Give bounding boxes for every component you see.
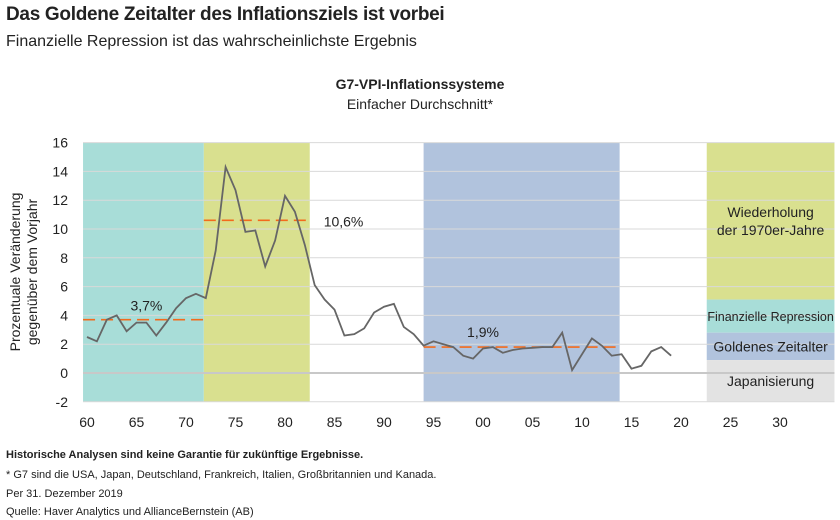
chart-title: G7-VPI-Inflationssysteme: [335, 76, 505, 92]
date-note: Per 31. Dezember 2019: [6, 488, 123, 500]
x-tick-label: 90: [376, 414, 392, 430]
x-tick-label: 10: [574, 414, 590, 430]
average-label: 1,9%: [467, 324, 499, 340]
page-subtitle: Finanzielle Repression ist das wahrschei…: [6, 33, 417, 50]
y-tick-label: 0: [60, 365, 68, 381]
x-tick-label: 85: [327, 414, 343, 430]
chart-subtitle: Einfacher Durchschnitt*: [346, 96, 494, 112]
scenario-band: [706, 299, 835, 333]
source-note: Quelle: Haver Analytics und AllianceBern…: [6, 506, 254, 518]
disclaimer: Historische Analysen sind keine Garantie…: [6, 449, 364, 461]
y-axis-label-line: Prozentuale Veränderung: [7, 193, 23, 352]
x-tick-label: 30: [772, 414, 788, 430]
x-tick-label: 70: [178, 414, 194, 430]
x-tick-label: 05: [525, 414, 541, 430]
average-label: 10,6%: [324, 213, 364, 229]
regime-band: [423, 142, 620, 402]
y-axis-label: Prozentuale Veränderunggegenüber dem Vor…: [7, 193, 40, 352]
x-tick-label: 80: [277, 414, 293, 430]
x-tick-label: 15: [624, 414, 640, 430]
y-tick-label: -2: [56, 394, 69, 410]
x-tick-label: 00: [475, 414, 491, 430]
scenario-label: der 1970er-Jahre: [717, 222, 825, 238]
scenario-band: [706, 360, 835, 402]
scenario-band: [706, 332, 835, 361]
page-title: Das Goldene Zeitalter des Inflationsziel…: [6, 4, 445, 25]
regime-band: [83, 142, 204, 402]
x-tick-label: 95: [426, 414, 442, 430]
x-tick-label: 20: [673, 414, 689, 430]
scenario-band: [706, 142, 835, 300]
y-tick-label: 4: [60, 307, 68, 323]
x-tick-label: 25: [723, 414, 739, 430]
inflation-line: [86, 163, 672, 373]
scenario-label: Finanzielle Repression: [707, 310, 834, 324]
scenario-label: Japanisierung: [727, 373, 814, 389]
x-tick-label: 65: [129, 414, 145, 430]
x-tick-label: 75: [228, 414, 244, 430]
y-tick-label: 14: [52, 163, 68, 179]
y-tick-label: 6: [60, 279, 68, 295]
average-label: 3,7%: [130, 298, 162, 314]
scenario-label: Wiederholung: [727, 204, 813, 220]
y-tick-label: 16: [52, 135, 68, 151]
y-tick-label: 8: [60, 250, 68, 266]
y-tick-label: 10: [52, 221, 68, 237]
regime-band: [203, 142, 310, 402]
scenario-label: Goldenes Zeitalter: [713, 338, 828, 354]
footnote: * G7 sind die USA, Japan, Deutschland, F…: [6, 469, 437, 481]
y-tick-label: 2: [60, 336, 68, 352]
y-tick-label: 12: [52, 192, 68, 208]
y-axis-label-line: gegenüber dem Vorjahr: [24, 199, 40, 346]
x-tick-label: 60: [79, 414, 95, 430]
